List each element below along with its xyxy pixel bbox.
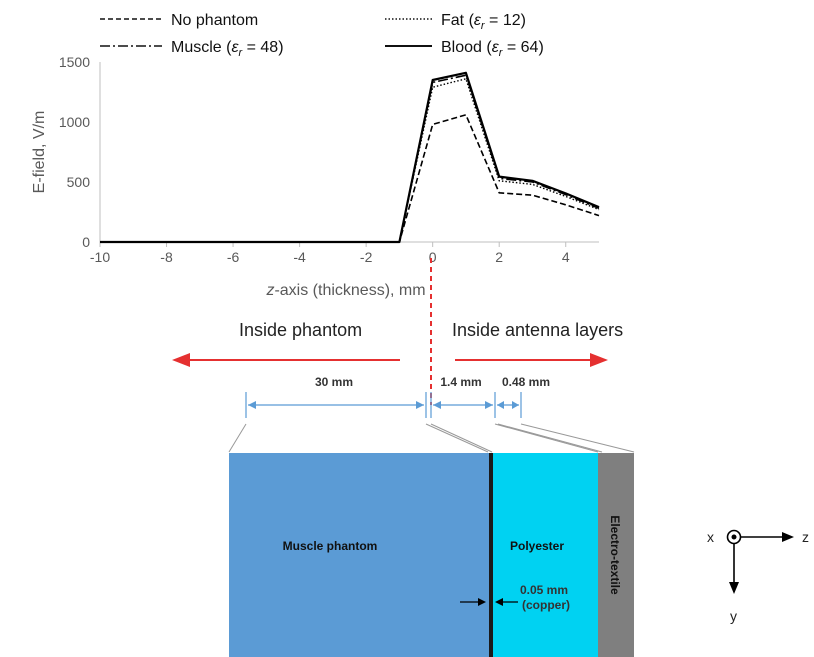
dim-arrow xyxy=(416,401,424,409)
z-axis-arrow-head xyxy=(782,532,794,542)
out-of-plane-x-dot xyxy=(731,534,737,540)
dim-arrow xyxy=(433,401,441,409)
right-arrow-head xyxy=(590,353,608,367)
out-of-plane-x-icon xyxy=(726,529,742,545)
series-lines xyxy=(100,71,600,244)
y-tick-label: 1500 xyxy=(59,54,90,70)
legend-label-muscle: Muscle (εr = 48) xyxy=(171,39,284,59)
x-tick-label: -8 xyxy=(160,249,173,265)
x-tick-label: 2 xyxy=(495,249,503,265)
x-tick-label: -6 xyxy=(227,249,240,265)
coord-x-label: x xyxy=(707,529,714,545)
legend-label-no-phantom: No phantom xyxy=(171,12,258,29)
dim-arrow xyxy=(497,401,504,409)
electro-textile-layer xyxy=(598,453,634,657)
electro-textile-label: Electro-textile xyxy=(608,515,622,595)
legend: No phantom Muscle (εr = 48) Fat (εr = 12… xyxy=(100,12,544,59)
copper-material-label: (copper) xyxy=(522,598,570,612)
series-line-dashed xyxy=(100,114,600,243)
dim-label-phantom: 30 mm xyxy=(315,375,353,389)
dim-label-textile: 0.48 mm xyxy=(502,375,550,389)
x-tick-labels: -10 -8 -6 -4 -2 0 2 4 xyxy=(90,242,570,265)
inside-antenna-label: Inside antenna layers xyxy=(452,320,623,340)
coord-z-label: z xyxy=(802,529,809,545)
coordinate-system: x z y xyxy=(707,529,809,624)
series-line-dotted xyxy=(100,78,600,243)
layer-stack: Muscle phantom Polyester Electro-textile… xyxy=(229,453,634,657)
dim-arrow xyxy=(248,401,256,409)
polyester-layer xyxy=(493,453,598,657)
e-field-chart: 0 500 1000 1500 -10 -8 -6 -4 -2 0 2 4 E-field, V/m… xyxy=(31,54,600,299)
copper-thickness-label: 0.05 mm xyxy=(520,583,568,597)
dim-label-polyester: 1.4 mm xyxy=(440,375,481,389)
y-axis-title: E-field, V/m xyxy=(31,111,48,194)
left-arrow-head xyxy=(172,353,190,367)
dim-arrow xyxy=(485,401,493,409)
x-axis-title: z-axis (thickness), mm xyxy=(265,282,425,299)
x-tick-label: -2 xyxy=(360,249,373,265)
dim-arrow xyxy=(512,401,519,409)
x-tick-label: 4 xyxy=(562,249,570,265)
projection-lines xyxy=(228,423,635,453)
x-tick-label: -4 xyxy=(293,249,306,265)
copper-pointer-right-head xyxy=(495,598,503,606)
polyester-label: Polyester xyxy=(510,539,564,553)
copper-layer xyxy=(489,453,493,657)
y-tick-label: 0 xyxy=(82,234,90,250)
muscle-phantom-label: Muscle phantom xyxy=(283,539,378,553)
legend-label-fat: Fat (εr = 12) xyxy=(441,12,526,32)
legend-label-blood: Blood (εr = 64) xyxy=(441,39,544,59)
y-tick-label: 1000 xyxy=(59,114,90,130)
muscle-phantom-layer xyxy=(229,453,489,657)
y-axis-arrow-head xyxy=(729,582,739,594)
y-tick-labels: 0 500 1000 1500 xyxy=(59,54,90,250)
series-line-solid xyxy=(100,71,600,244)
x-tick-label: -10 xyxy=(90,249,110,265)
copper-pointer-left-head xyxy=(478,598,486,606)
y-tick-label: 500 xyxy=(67,174,91,190)
inside-phantom-label: Inside phantom xyxy=(239,320,362,340)
coord-y-label: y xyxy=(730,608,737,624)
x-tick-label: 0 xyxy=(429,249,437,265)
series-line-dashdot xyxy=(100,74,600,243)
region-indicator: Inside phantom Inside antenna layers xyxy=(172,258,623,405)
dimensions xyxy=(245,392,522,418)
